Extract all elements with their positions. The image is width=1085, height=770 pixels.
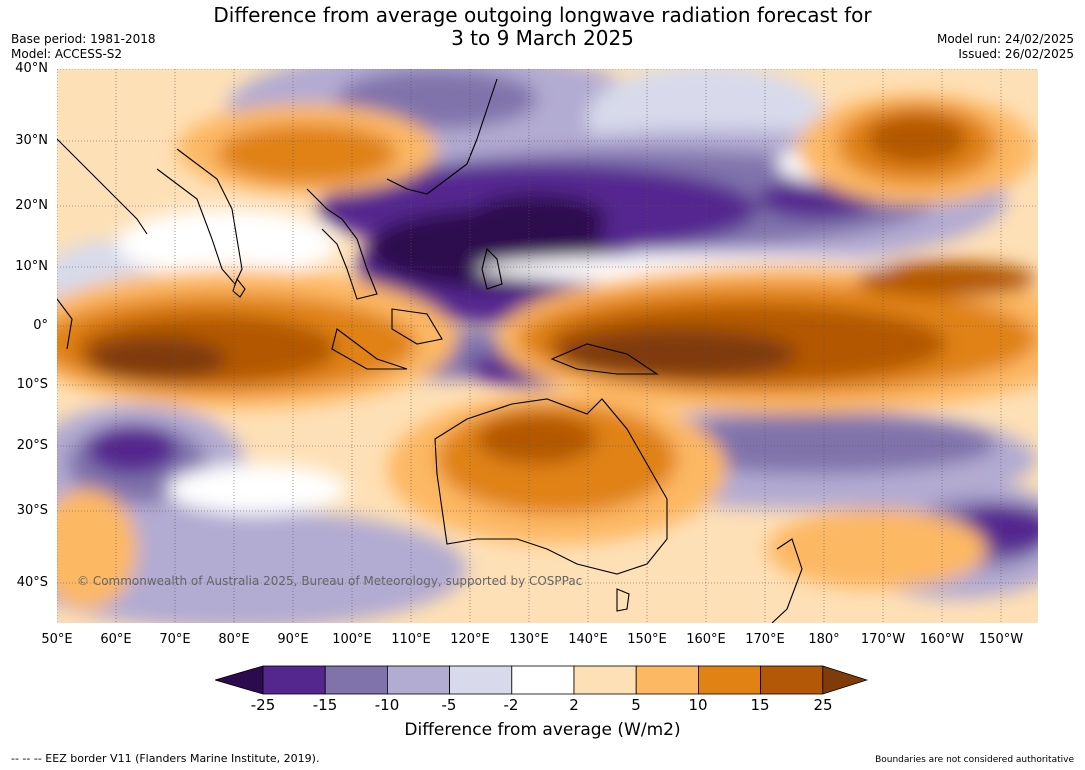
- lon-tick-150e: 150°E: [627, 632, 667, 647]
- base-period-text: Base period: 1981-2018: [11, 32, 156, 46]
- colorbar-label: Difference from average (W/m2): [404, 720, 681, 740]
- colorbar-tick: -25: [250, 696, 276, 714]
- colorbar-segment: [573, 665, 637, 695]
- borneo-coastline: [391, 308, 443, 345]
- meta-left: Base period: 1981-2018 Model: ACCESS-S2: [11, 32, 156, 62]
- lon-tick-170e: 170°E: [745, 632, 785, 647]
- lon-tick-100e: 100°E: [332, 632, 372, 647]
- lon-tick-170w: 170°W: [860, 632, 906, 647]
- model-run-text: Model run: 24/02/2025: [936, 32, 1074, 46]
- lon-tick-160e: 160°E: [686, 632, 726, 647]
- colorbar-segment: [697, 665, 761, 695]
- india-coastline: [156, 148, 243, 286]
- lat-tick-10n: 10°N: [15, 259, 48, 274]
- model-text: Model: ACCESS-S2: [11, 47, 123, 61]
- china-coastline: [386, 78, 498, 195]
- lon-tick-90e: 90°E: [277, 632, 309, 647]
- lon-tick-140e: 140°E: [568, 632, 608, 647]
- colorbar-segment: [449, 665, 513, 695]
- gridlines: [57, 69, 1038, 623]
- sri-lanka-coastline: [232, 277, 246, 298]
- eez-border-note: -- -- -- EEZ border V11 (Flanders Marine…: [11, 752, 320, 765]
- lon-tick-180: 180°: [808, 632, 840, 647]
- colorbar-segment: [760, 665, 824, 695]
- indochina-coastline: [306, 188, 378, 300]
- lat-tick-20n: 20°N: [15, 198, 48, 213]
- africa-coastline: [57, 298, 73, 350]
- lon-tick-60e: 60°E: [100, 632, 132, 647]
- title-line-2: 3 to 9 March 2025: [451, 26, 634, 50]
- lon-tick-50e: 50°E: [41, 632, 73, 647]
- anomaly-field: [57, 69, 1038, 623]
- lon-tick-70e: 70°E: [159, 632, 191, 647]
- colorbar-tick: -10: [374, 696, 400, 714]
- colorbar-segment: [324, 665, 388, 695]
- colorbar-tick: 25: [813, 696, 833, 714]
- lat-tick-30n: 30°N: [15, 133, 48, 148]
- colorbar-arrow-high: [822, 665, 869, 695]
- colorbar: [215, 665, 869, 695]
- meta-right: Model run: 24/02/2025 Issued: 26/02/2025: [937, 32, 1074, 62]
- lat-tick-20s: 20°S: [16, 438, 48, 453]
- lat-tick-40n: 40°N: [15, 61, 48, 76]
- colorbar-tick: 10: [688, 696, 708, 714]
- lat-tick-10s: 10°S: [16, 377, 48, 392]
- colorbar-segment: [386, 665, 450, 695]
- arabia-coastline: [57, 138, 148, 235]
- colorbar-segment: [262, 665, 326, 695]
- lat-tick-0: 0°: [33, 318, 48, 333]
- title-line-1: Difference from average outgoing longwav…: [213, 3, 872, 27]
- new-guinea-coastline: [550, 343, 659, 375]
- map-title: Difference from average outgoing longwav…: [0, 4, 1085, 50]
- lon-tick-150w: 150°W: [978, 632, 1024, 647]
- coastlines: [57, 78, 803, 623]
- boundaries-disclaimer: Boundaries are not considered authoritat…: [875, 755, 1074, 765]
- colorbar-tick: 15: [750, 696, 770, 714]
- colorbar-tick: -2: [503, 696, 519, 714]
- colorbar-tick: 2: [569, 696, 579, 714]
- australia-coastline: [434, 398, 668, 575]
- philippines-coastline: [481, 247, 503, 290]
- tasmania-coastline: [616, 588, 630, 612]
- lon-tick-80e: 80°E: [218, 632, 250, 647]
- lon-tick-130e: 130°E: [509, 632, 549, 647]
- sumatra-coastline: [331, 328, 408, 370]
- lat-tick-40s: 40°S: [16, 575, 48, 590]
- colorbar-segment: [635, 665, 699, 695]
- lon-tick-110e: 110°E: [391, 632, 431, 647]
- colorbar-tick: 5: [631, 696, 641, 714]
- colorbar-tick: -15: [312, 696, 338, 714]
- lon-tick-160w: 160°W: [919, 632, 965, 647]
- copyright-text: © Commonwealth of Australia 2025, Bureau…: [77, 574, 582, 588]
- new-zealand-coastline: [771, 538, 803, 623]
- olr-anomaly-map: © Commonwealth of Australia 2025, Bureau…: [57, 69, 1038, 623]
- colorbar-segment: [511, 665, 575, 695]
- lon-tick-120e: 120°E: [450, 632, 490, 647]
- colorbar-tick: -5: [441, 696, 457, 714]
- colorbar-arrow-low: [215, 665, 264, 695]
- issued-text: Issued: 26/02/2025: [958, 47, 1074, 61]
- lat-tick-30s: 30°S: [16, 503, 48, 518]
